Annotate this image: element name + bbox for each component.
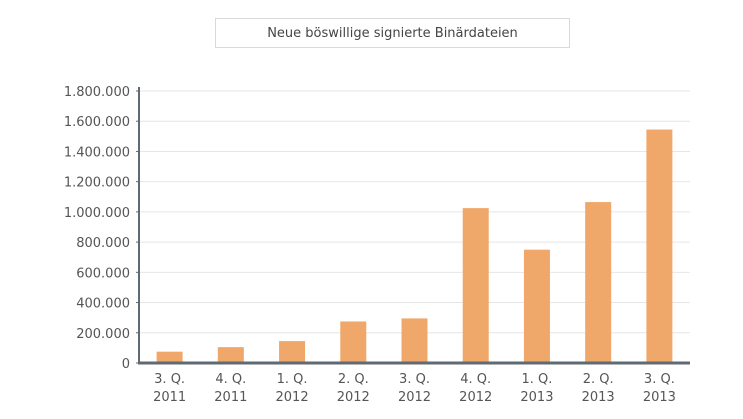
y-tick-label: 0 — [122, 357, 130, 372]
x-tick-label-line: 2012 — [276, 390, 309, 405]
bar — [401, 318, 428, 363]
bar — [279, 341, 306, 363]
x-tick-label-line: 4. Q. — [215, 372, 246, 387]
bar — [646, 129, 673, 363]
y-tick-labels: 0 200.000 400.000 600.000 800.000 1.000.000 1.… — [64, 85, 130, 372]
x-tick-label: 3. Q. 2011 — [153, 372, 186, 405]
y-tick-label: 1.000.000 — [64, 206, 130, 221]
bars — [156, 129, 673, 363]
x-tick-label-line: 3. Q. — [154, 372, 185, 387]
bar — [462, 208, 489, 363]
y-tick-label: 1.600.000 — [64, 115, 130, 130]
y-tick-label: 400.000 — [76, 297, 130, 312]
x-tick-label-line: 2013 — [643, 390, 676, 405]
x-tick-label: 3. Q. 2012 — [398, 372, 431, 405]
x-tick-label: 1. Q. 2012 — [276, 372, 309, 405]
x-tick-label: 2. Q. 2013 — [582, 372, 615, 405]
chart-title: Neue böswillige signierte Binärdateien — [215, 18, 570, 48]
y-tick-label: 200.000 — [76, 327, 130, 342]
bar — [585, 202, 612, 363]
bar — [523, 249, 550, 363]
x-tick-label-line: 2. Q. — [583, 372, 614, 387]
bar — [340, 321, 367, 363]
y-tick-label: 1.800.000 — [64, 85, 130, 100]
x-tick-label-line: 2012 — [337, 390, 370, 405]
y-tick-label: 1.400.000 — [64, 145, 130, 160]
axes — [136, 87, 690, 365]
x-tick-label-line: 2012 — [459, 390, 492, 405]
bar — [156, 351, 183, 363]
x-tick-label-line: 2011 — [214, 390, 247, 405]
x-tick-label-line: 2011 — [153, 390, 186, 405]
x-tick-label-line: 2013 — [582, 390, 615, 405]
x-tick-label-line: 2012 — [398, 390, 431, 405]
x-tick-label: 4. Q. 2011 — [214, 372, 247, 405]
x-tick-label-line: 4. Q. — [460, 372, 491, 387]
x-tick-label: 2. Q. 2012 — [337, 372, 370, 405]
x-tick-label-line: 3. Q. — [399, 372, 430, 387]
x-tick-label: 3. Q. 2013 — [643, 372, 676, 405]
x-tick-label-line: 1. Q. — [277, 372, 308, 387]
x-tick-label-line: 2013 — [520, 390, 553, 405]
y-tick-label: 1.200.000 — [64, 176, 130, 191]
x-tick-label-line: 1. Q. — [521, 372, 552, 387]
y-tick-label: 600.000 — [76, 266, 130, 281]
x-tick-label-line: 3. Q. — [644, 372, 675, 387]
x-tick-label: 4. Q. 2012 — [459, 372, 492, 405]
x-tick-label: 1. Q. 2013 — [520, 372, 553, 405]
y-tick-label: 800.000 — [76, 236, 130, 251]
bar — [217, 347, 244, 363]
x-tick-label-line: 2. Q. — [338, 372, 369, 387]
